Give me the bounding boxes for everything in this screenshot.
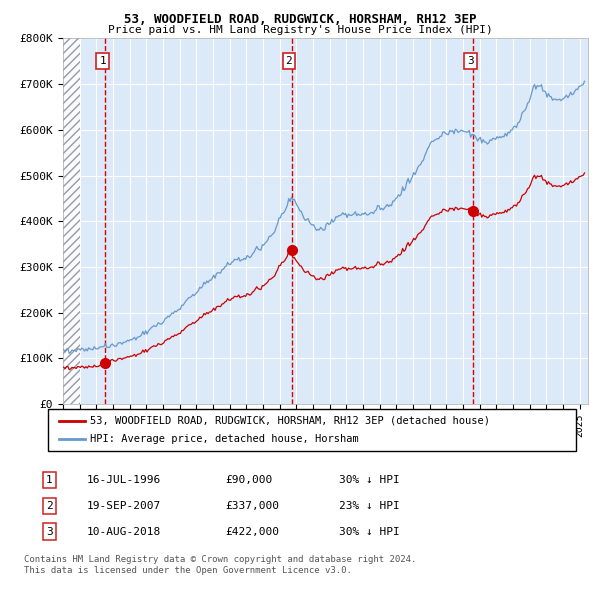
Text: £90,000: £90,000 [225, 475, 272, 484]
Text: 2: 2 [286, 55, 292, 65]
Text: 23% ↓ HPI: 23% ↓ HPI [339, 501, 400, 510]
Text: 30% ↓ HPI: 30% ↓ HPI [339, 527, 400, 536]
Text: 1: 1 [100, 55, 106, 65]
Text: 19-SEP-2007: 19-SEP-2007 [87, 501, 161, 510]
Text: £337,000: £337,000 [225, 501, 279, 510]
FancyBboxPatch shape [48, 409, 576, 451]
Text: 53, WOODFIELD ROAD, RUDGWICK, HORSHAM, RH12 3EP: 53, WOODFIELD ROAD, RUDGWICK, HORSHAM, R… [124, 13, 476, 26]
Text: £422,000: £422,000 [225, 527, 279, 536]
Text: 3: 3 [46, 527, 53, 536]
Text: This data is licensed under the Open Government Licence v3.0.: This data is licensed under the Open Gov… [24, 566, 352, 575]
Text: 16-JUL-1996: 16-JUL-1996 [87, 475, 161, 484]
Text: 30% ↓ HPI: 30% ↓ HPI [339, 475, 400, 484]
Text: 53, WOODFIELD ROAD, RUDGWICK, HORSHAM, RH12 3EP (detached house): 53, WOODFIELD ROAD, RUDGWICK, HORSHAM, R… [90, 416, 490, 426]
Bar [63, 2, 80, 404]
Text: 10-AUG-2018: 10-AUG-2018 [87, 527, 161, 536]
Text: Price paid vs. HM Land Registry's House Price Index (HPI): Price paid vs. HM Land Registry's House … [107, 25, 493, 35]
Text: Contains HM Land Registry data © Crown copyright and database right 2024.: Contains HM Land Registry data © Crown c… [24, 555, 416, 563]
Text: 1: 1 [46, 475, 53, 484]
Text: 2: 2 [46, 501, 53, 510]
Text: HPI: Average price, detached house, Horsham: HPI: Average price, detached house, Hors… [90, 434, 359, 444]
Text: 3: 3 [467, 55, 474, 65]
